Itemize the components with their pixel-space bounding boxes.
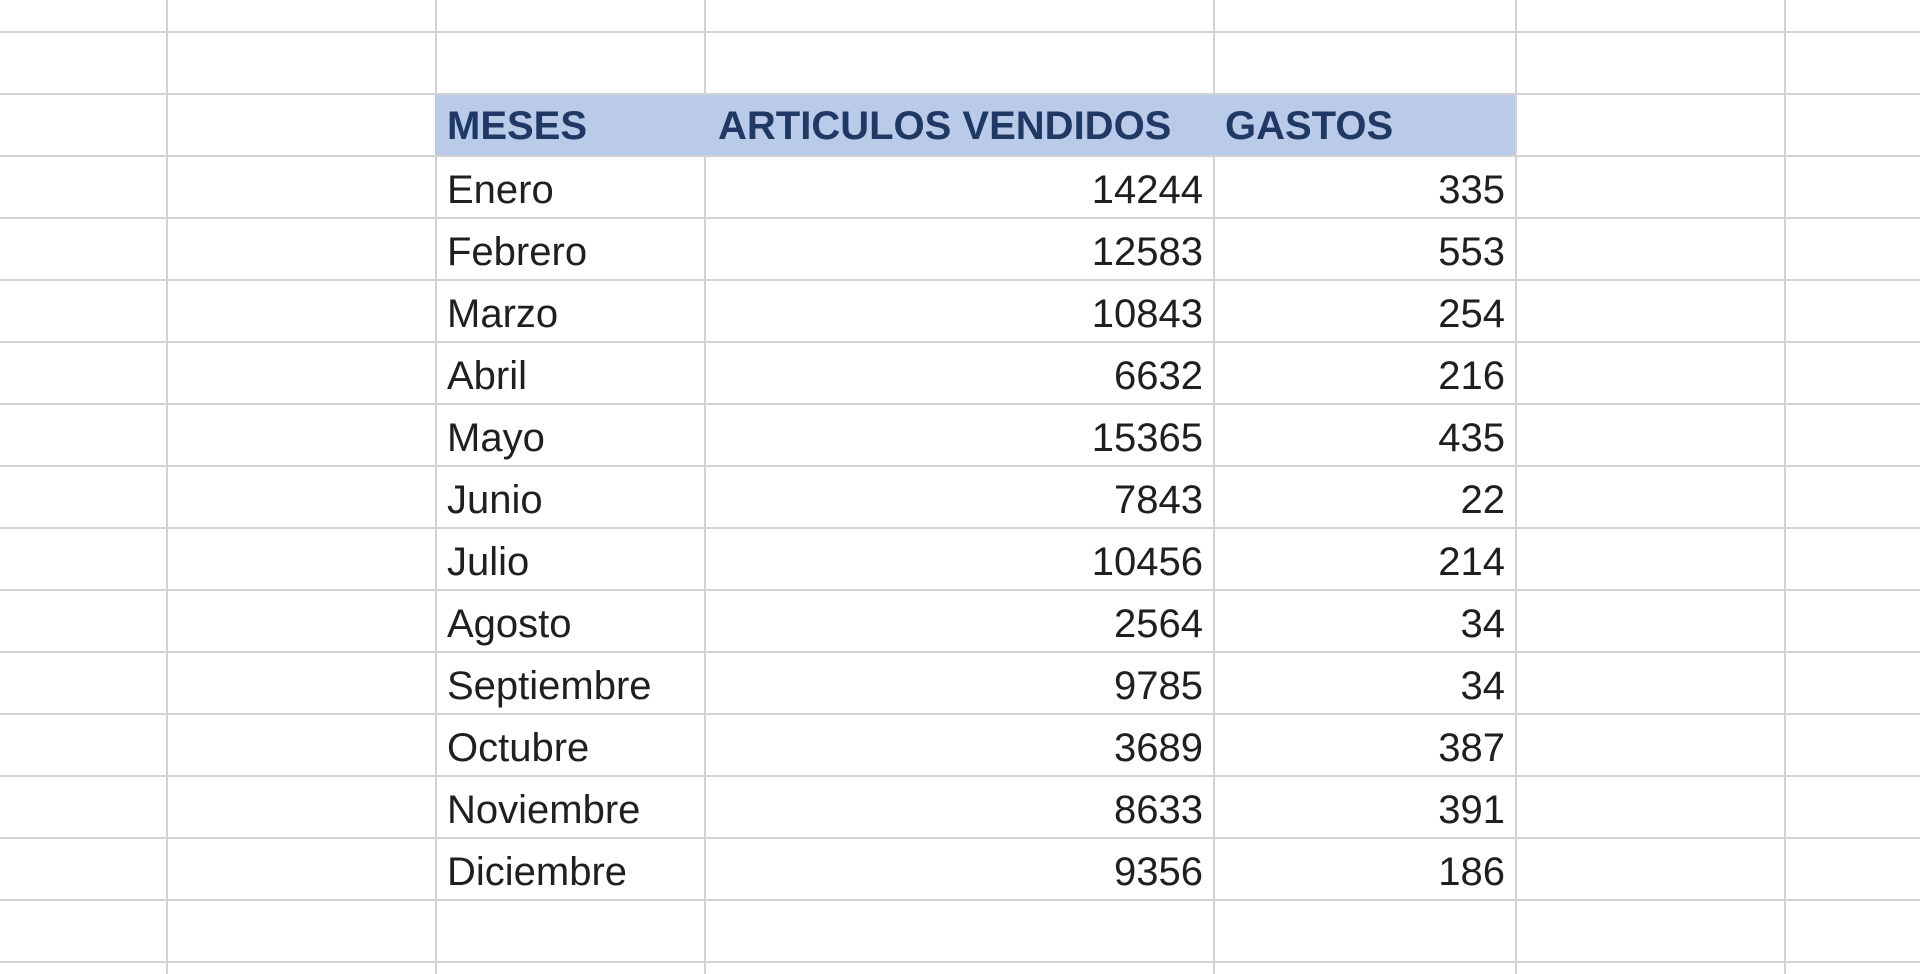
- row-gridline: [0, 651, 1920, 653]
- table-row: Abril 6632 216: [0, 341, 1920, 403]
- cell-gastos[interactable]: 186: [1438, 850, 1505, 894]
- table-header-row: MESES ARTICULOS VENDIDOS GASTOS: [435, 93, 1515, 155]
- row-gridline: [0, 341, 1920, 343]
- cell-month[interactable]: Agosto: [447, 602, 572, 646]
- cell-month[interactable]: Noviembre: [447, 788, 641, 832]
- cell-month[interactable]: Octubre: [447, 726, 590, 770]
- row-gridline: [0, 589, 1920, 591]
- table-row: Noviembre 8633 391: [0, 775, 1920, 837]
- column-gridline: [166, 0, 168, 974]
- cell-gastos[interactable]: 216: [1438, 354, 1505, 398]
- cell-articulos-vendidos[interactable]: 2564: [1114, 602, 1203, 646]
- table-row: Enero 14244 335: [0, 155, 1920, 217]
- header-cell-gastos[interactable]: GASTOS: [1225, 104, 1394, 148]
- cell-articulos-vendidos[interactable]: 14244: [1091, 168, 1203, 212]
- row-gridline: [0, 713, 1920, 715]
- column-gridline: [435, 0, 437, 974]
- row-gridline: [0, 279, 1920, 281]
- cell-gastos[interactable]: 553: [1438, 230, 1505, 274]
- cell-month[interactable]: Diciembre: [447, 850, 628, 894]
- column-gridline: [1213, 0, 1215, 974]
- cell-month[interactable]: Mayo: [447, 416, 545, 460]
- cell-articulos-vendidos[interactable]: 6632: [1114, 354, 1203, 398]
- cell-gastos[interactable]: 435: [1438, 416, 1505, 460]
- cell-articulos-vendidos[interactable]: 8633: [1114, 788, 1203, 832]
- cell-gastos[interactable]: 391: [1438, 788, 1505, 832]
- row-gridline: [0, 775, 1920, 777]
- cell-gastos[interactable]: 22: [1460, 478, 1506, 522]
- cell-articulos-vendidos[interactable]: 3689: [1114, 726, 1203, 770]
- column-gridline: [1515, 0, 1517, 974]
- row-gridline: [0, 403, 1920, 405]
- column-gridline: [704, 0, 706, 974]
- cell-articulos-vendidos[interactable]: 10456: [1091, 540, 1203, 584]
- table-row: Agosto 2564 34: [0, 589, 1920, 651]
- cell-month[interactable]: Abril: [447, 354, 528, 398]
- row-gridline: [0, 155, 1920, 157]
- cell-gastos[interactable]: 34: [1460, 664, 1506, 708]
- cell-month[interactable]: Julio: [447, 540, 530, 584]
- table-row: Octubre 3689 387: [0, 713, 1920, 775]
- cell-gastos[interactable]: 214: [1438, 540, 1505, 584]
- row-gridline: [0, 961, 1920, 963]
- cell-gastos[interactable]: 387: [1438, 726, 1505, 770]
- header-cell-meses[interactable]: MESES: [447, 104, 588, 148]
- row-gridline: [0, 527, 1920, 529]
- cell-articulos-vendidos[interactable]: 9356: [1114, 850, 1203, 894]
- table-row: Septiembre 9785 34: [0, 651, 1920, 713]
- cell-gastos[interactable]: 34: [1460, 602, 1506, 646]
- cell-month[interactable]: Febrero: [447, 230, 588, 274]
- table-row: Mayo 15365 435: [0, 403, 1920, 465]
- cell-articulos-vendidos[interactable]: 10843: [1091, 292, 1203, 336]
- row-gridline: [0, 217, 1920, 219]
- cell-month[interactable]: Septiembre: [447, 664, 652, 708]
- cell-month[interactable]: Marzo: [447, 292, 559, 336]
- header-cell-articulos-vendidos[interactable]: ARTICULOS VENDIDOS: [718, 104, 1172, 148]
- row-gridline: [0, 837, 1920, 839]
- table-row: Junio 7843 22: [0, 465, 1920, 527]
- row-gridline: [0, 31, 1920, 33]
- table-row: Julio 10456 214: [0, 527, 1920, 589]
- column-gridline: [1784, 0, 1786, 974]
- row-gridline: [0, 465, 1920, 467]
- row-gridline: [0, 93, 1920, 95]
- cell-articulos-vendidos[interactable]: 15365: [1091, 416, 1203, 460]
- cell-articulos-vendidos[interactable]: 7843: [1114, 478, 1203, 522]
- cell-articulos-vendidos[interactable]: 9785: [1114, 664, 1203, 708]
- cell-gastos[interactable]: 254: [1438, 292, 1505, 336]
- cell-gastos[interactable]: 335: [1438, 168, 1505, 212]
- table-row: Marzo 10843 254: [0, 279, 1920, 341]
- cell-month[interactable]: Enero: [447, 168, 554, 212]
- table-row: Febrero 12583 553: [0, 217, 1920, 279]
- row-gridline: [0, 899, 1920, 901]
- table-row: Diciembre 9356 186: [0, 837, 1920, 899]
- cell-articulos-vendidos[interactable]: 12583: [1091, 230, 1203, 274]
- cell-month[interactable]: Junio: [447, 478, 543, 522]
